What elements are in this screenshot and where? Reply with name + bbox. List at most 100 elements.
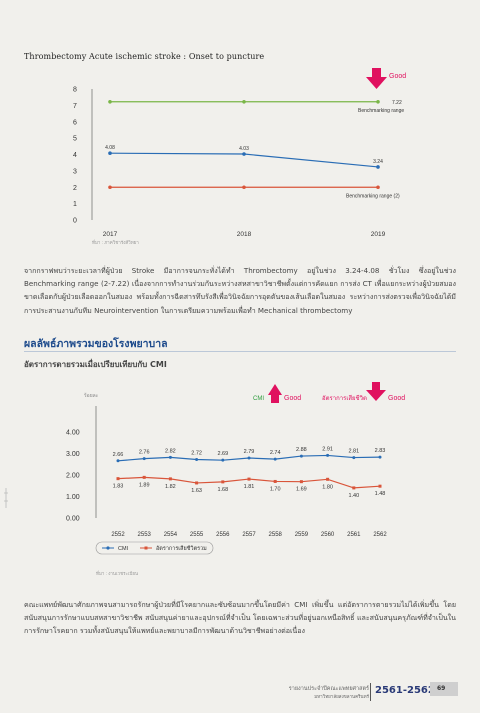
cmi-good-label: CMI: [253, 396, 264, 402]
chart1-figure: Good 0 1 2 3 4 5 6 7 8 2017 2018 2019 7.22 Benchmar…: [73, 68, 406, 245]
data-point: [142, 457, 146, 461]
x-tick-label: 2557: [242, 532, 256, 538]
series-name-label: Benchmarking range (2): [346, 193, 400, 199]
data-label: 2.83: [375, 448, 386, 454]
data-label: 2.79: [244, 449, 255, 455]
data-point: [108, 99, 112, 104]
data-label: 2.76: [139, 450, 150, 456]
data-label: 2.72: [191, 451, 202, 457]
data-point: [326, 477, 330, 481]
x-tick-label: 2561: [347, 532, 361, 538]
data-label: 2.74: [270, 450, 281, 456]
data-point: [242, 152, 246, 156]
data-label: 1.63: [191, 488, 202, 494]
data-point: [247, 456, 251, 460]
data-label: 4.08: [105, 145, 115, 151]
data-point: [242, 185, 246, 190]
data-label: 1.48: [375, 491, 386, 497]
x-tick-label: 2556: [216, 532, 230, 538]
data-point: [195, 481, 199, 485]
data-point: [168, 455, 172, 459]
data-point: [168, 477, 172, 481]
data-label: 1.70: [270, 486, 281, 492]
data-point: [273, 457, 277, 461]
data-point: [378, 455, 382, 459]
data-label: 2.66: [113, 452, 124, 458]
data-point: [299, 480, 303, 484]
data-point: [142, 475, 146, 479]
y-tick-label: 2.00: [66, 473, 80, 480]
footer-page-box: [430, 682, 458, 696]
footer-page-number: 69: [437, 685, 446, 692]
y-tick-label: 3.00: [66, 451, 80, 458]
data-label: 4.03: [239, 146, 249, 152]
footer-divider: [370, 683, 371, 701]
data-label: 2.88: [296, 447, 307, 453]
data-point: [352, 486, 356, 490]
y-tick-label: 2: [73, 185, 77, 192]
good-label: Good: [389, 73, 406, 80]
chart1-title: Thrombectomy Acute ischemic stroke : Ons…: [24, 52, 265, 61]
cmi-good-up-arrow-icon: [268, 384, 282, 403]
y-tick-label: 5: [73, 136, 77, 143]
footer-year: 2561-2562: [375, 685, 435, 696]
chart1-source: ที่มา : ภาควิชารังสีวิทยา: [92, 239, 139, 245]
data-point: [376, 185, 380, 190]
chart2-figure: CMI Good อัตราการเสียชีวิต Good ร้อยละ 0…: [66, 382, 405, 576]
data-point: [116, 477, 120, 481]
data-point: [221, 458, 225, 462]
x-tick-label: 2555: [190, 532, 204, 538]
x-tick-label: 2559: [295, 532, 309, 538]
data-point: [221, 480, 225, 484]
data-label: 1.82: [165, 484, 176, 490]
good-label-1: Good: [284, 395, 301, 402]
section-divider: [24, 351, 456, 352]
mortality-good-down-arrow-icon: [366, 382, 386, 401]
series-name-label: Benchmarking range: [358, 108, 404, 114]
x-tick-label: 2552: [111, 532, 125, 538]
y-tick-label: 1: [73, 201, 77, 208]
x-tick-label: 2558: [269, 532, 283, 538]
y-tick-label: 7: [73, 103, 77, 110]
section-title: ผลลัพธ์ภาพรวมของโรงพยาบาล: [24, 338, 168, 350]
data-point: [108, 151, 112, 155]
y-tick-label: 4.00: [66, 430, 80, 437]
sub-title: อัตราการตายรวมเมื่อเปรียบเทียบกับ CMI: [24, 360, 167, 369]
good-label-2: Good: [388, 395, 405, 402]
legend-label: อัตราการเสียชีวิตรวม: [156, 545, 207, 552]
data-point: [378, 484, 382, 488]
legend-label: CMI: [118, 546, 129, 552]
x-tick-label: 2562: [373, 532, 387, 538]
footer-report-title: รายงานประจำปีคณะแพทยศาสตร์: [288, 686, 369, 692]
x-tick-label: 2019: [371, 231, 386, 238]
data-label: 2.81: [348, 449, 359, 455]
x-tick-label: 2560: [321, 532, 335, 538]
data-label: 1.68: [217, 487, 228, 493]
data-point: [299, 454, 303, 458]
chart2-legend: CMI อัตราการเสียชีวิตรวม: [95, 541, 214, 555]
legend-marker: [144, 546, 148, 550]
y-tick-label: 1.00: [66, 494, 80, 501]
data-point: [376, 165, 380, 169]
x-tick-label: 2017: [103, 231, 118, 238]
x-tick-label: 2554: [164, 532, 178, 538]
data-point: [247, 477, 251, 481]
data-label: 1.89: [139, 482, 150, 488]
data-point: [242, 99, 246, 104]
paragraph-cmi: คณะแพทย์พัฒนาศักยภาพจนสามารถรักษาผู้ป่วย…: [24, 600, 456, 636]
y-tick-label: 0.00: [66, 516, 80, 523]
y-tick-label: 8: [73, 87, 77, 94]
data-label: 2.82: [165, 448, 176, 454]
y-tick-label: 6: [73, 119, 77, 126]
x-tick-label: 2018: [237, 231, 252, 238]
data-point: [376, 99, 380, 104]
good-down-arrow-icon: [366, 68, 387, 89]
data-point: [273, 479, 277, 483]
page-edge-mark: [4, 488, 8, 508]
y-tick-label: 4: [73, 152, 77, 159]
data-label: 2.69: [217, 451, 228, 457]
data-label: 2.91: [322, 446, 333, 452]
data-point: [326, 453, 330, 457]
legend-marker: [106, 546, 110, 550]
paragraph-thrombectomy: จากกราฟพบว่าระยะเวลาที่ผู้ป่วย Stroke มี…: [24, 266, 456, 315]
